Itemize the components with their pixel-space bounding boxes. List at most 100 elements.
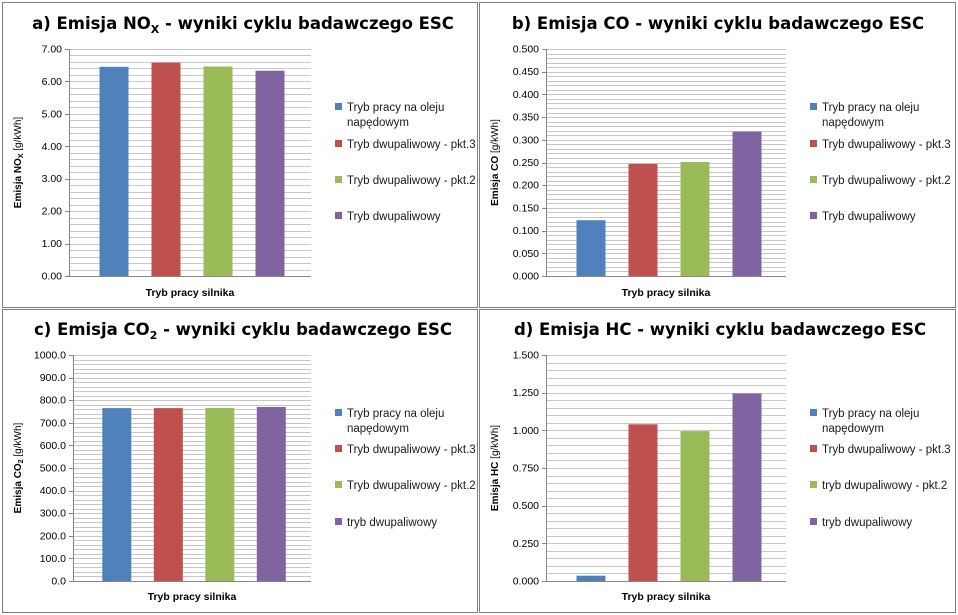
y-tick-label: 0.100 [513,225,539,237]
legend-swatch [335,140,342,147]
bar-3 [680,162,710,276]
legend-swatch [335,481,342,488]
y-tick-label: 2.00 [42,206,63,218]
y-axis-title: Emisja HC [g/kWh] [490,425,501,511]
y-tick-label: 0.500 [513,44,539,56]
bar-4 [255,70,285,276]
legend-swatch [810,518,817,525]
y-tick-label: 700.0 [40,417,66,429]
y-tick-label: 200.0 [40,530,66,542]
chart-nox: a) Emisja NOX - wyniki cyklu badawczego … [13,14,476,299]
y-tick-label: 400.0 [40,485,66,497]
y-tick-label: 3.00 [42,173,63,185]
y-axis-title: Emisja CO [g/kWh] [490,119,501,206]
bar-1 [576,575,606,581]
x-axis-title: Tryb pracy silnika [148,591,237,603]
legend-swatch [335,103,342,110]
y-tick-label: 500.0 [40,463,66,475]
x-axis-title: Tryb pracy silnika [622,591,711,603]
legend-label: Tryb dwupaliwowy - pkt.2 [347,480,476,492]
legend-label: Tryb dwupaliwowy - pkt.3 [347,444,476,456]
y-tick-label: 0.150 [513,202,539,214]
y-tick-label: 0.250 [513,157,539,169]
legend-label: tryb dwupaliwowy [347,517,437,529]
bar-1 [99,66,129,276]
chart-title: c) Emisja CO2 - wyniki cyklu badawczego … [34,320,452,342]
bar-4 [256,407,286,581]
legend-label: tryb dwupaliwowy - pkt.2 [822,480,947,492]
y-tick-label: 0.350 [513,112,539,124]
legend-label: Tryb dwupaliwowy [822,211,916,223]
y-tick-label: 4.00 [42,141,63,153]
chart-hc: d) Emisja HC - wyniki cyklu badawczego E… [490,320,951,603]
bar-4 [732,131,762,276]
x-axis-title: Tryb pracy silnika [622,287,711,299]
legend-swatch [335,518,342,525]
y-tick-label: 6.00 [42,76,63,88]
bar-2 [153,408,183,581]
y-tick-label: 0.200 [513,180,539,192]
y-tick-label: 0.00 [42,271,63,283]
y-tick-label: 0.750 [513,463,539,475]
y-tick-label: 5.00 [42,108,63,120]
y-tick-label: 1000.0 [34,350,66,362]
legend-label: Tryb pracy na oleju napędowym [347,102,444,129]
legend: Tryb pracy na oleju napędowym Tryb dwupali… [335,408,476,529]
legend-label: Tryb dwupaliwowy - pkt.2 [347,175,476,187]
x-axis-title: Tryb pracy silnika [146,287,235,299]
legend-swatch [335,409,342,416]
chart-title: a) Emisja NOX - wyniki cyklu badawczego … [32,14,454,36]
y-tick-label: 0.300 [513,134,539,146]
chart-panel-co: b) Emisja CO - wyniki cyklu badawczego E… [479,2,956,308]
y-tick-label: 100.0 [40,553,66,565]
bar-1 [576,220,606,276]
y-tick-label: 0.400 [513,89,539,101]
legend-label: Tryb pracy na oleju napędowym [822,408,919,435]
y-tick-label: 300.0 [40,508,66,520]
bar-2 [628,163,658,276]
legend-swatch [810,140,817,147]
legend-label: tryb dwupaliwowy [822,517,912,529]
legend: Tryb pracy na oleju napędowym Tryb dwupali… [810,408,951,529]
bar-3 [203,66,233,276]
legend-swatch [810,212,817,219]
legend-swatch [810,176,817,183]
bar-3 [205,407,235,581]
bar-1 [102,408,132,581]
legend-label: Tryb dwupaliwowy - pkt.3 [822,444,951,456]
y-tick-label: 1.500 [513,350,539,362]
y-tick-label: 0.050 [513,248,539,260]
bar-4 [732,393,762,581]
bar-2 [151,62,181,276]
legend-swatch [810,445,817,452]
chart-panel-nox: a) Emisja NOX - wyniki cyklu badawczego … [2,2,478,308]
bar-2 [628,424,658,581]
y-axis-title: Emisja NOX [g/kWh] [13,117,25,209]
legend-swatch [335,176,342,183]
y-tick-label: 7.00 [42,44,63,56]
legend-swatch [810,409,817,416]
y-tick-label: 0.500 [513,500,539,512]
chart-co2: c) Emisja CO2 - wyniki cyklu badawczego … [13,320,476,603]
legend-swatch [810,103,817,110]
y-tick-label: 600.0 [40,440,66,452]
legend-label: Tryb pracy na oleju napędowym [347,408,444,435]
legend: Tryb pracy na oleju napędowym Tryb dwupali… [335,102,476,223]
y-tick-label: 0.000 [513,576,539,588]
y-tick-label: 0.250 [513,538,539,550]
chart-panel-co2: c) Emisja CO2 - wyniki cyklu badawczego … [2,309,478,613]
legend-swatch [810,481,817,488]
y-tick-label: 0.000 [513,271,539,283]
y-tick-label: 1.250 [513,387,539,399]
legend-label: Tryb dwupaliwowy - pkt.2 [822,175,951,187]
y-tick-label: 0.450 [513,66,539,78]
chart-title: b) Emisja CO - wyniki cyklu badawczego E… [512,14,924,33]
legend-label: Tryb dwupaliwowy - pkt.3 [822,139,951,151]
legend-swatch [335,212,342,219]
legend-label: Tryb dwupaliwowy [347,211,441,223]
y-tick-label: 0.0 [51,576,66,588]
chart-co: b) Emisja CO - wyniki cyklu badawczego E… [490,14,951,299]
legend-label: Tryb dwupaliwowy - pkt.3 [347,139,476,151]
bar-3 [680,431,710,581]
legend-swatch [335,445,342,452]
